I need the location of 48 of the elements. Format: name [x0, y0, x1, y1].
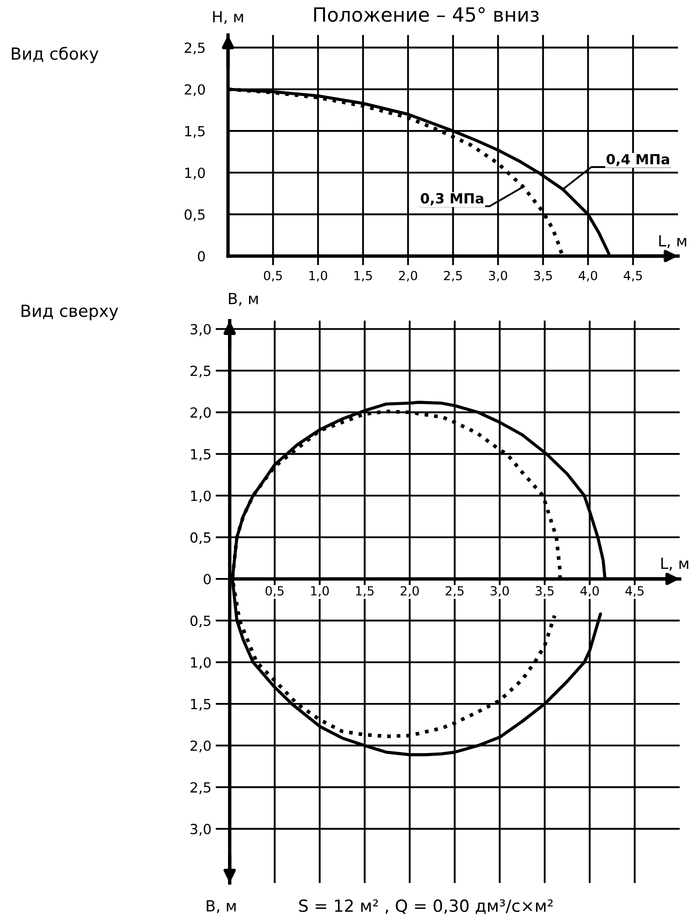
x-tick-label: 0,5 [264, 270, 282, 282]
y-tick-label: 2,0 [184, 84, 205, 96]
y-tick-label: 1,5 [191, 699, 210, 711]
y-tick-label: 0 [198, 250, 205, 262]
text: Вид сбоку [12, 46, 98, 64]
chart-title: Положение – 45° вниз [314, 7, 539, 22]
x-tick-label: 2,0 [400, 586, 419, 597]
text: S = 12 м² , Q = 0,30 дм³/с×м² [299, 899, 553, 914]
y-tick-label: 2,5 [190, 366, 210, 378]
x-tick-label: 3,0 [489, 270, 508, 282]
text: Вид сверху [22, 304, 118, 320]
x-tick-label: 2,5 [446, 586, 464, 597]
y-tick-label: 0,5 [190, 616, 210, 628]
y-tick-label: 1,0 [191, 490, 211, 503]
y-axis-title: B, м [228, 292, 258, 306]
x-tick-label: 3,5 [534, 270, 552, 282]
x-tick-label: 4,5 [625, 586, 644, 597]
x-axis-title: L, м [659, 235, 686, 248]
y-tick-label: 2,5 [184, 42, 205, 54]
y-tick-label: 0,5 [184, 209, 205, 222]
y-tick-label: 1,5 [185, 126, 205, 138]
x-tick-label: 1,0 [311, 586, 329, 597]
y-tick-label: 2,0 [190, 740, 211, 752]
y-tick-label: 1,0 [191, 657, 211, 670]
text: B, м [206, 900, 236, 914]
text: 0,3 МПа [420, 193, 484, 206]
x-tick-label: 1,5 [356, 586, 374, 597]
y-tick-label: 3,0 [190, 324, 211, 336]
x-tick-label: 1,0 [309, 270, 328, 282]
y-tick-label: 2,0 [190, 407, 211, 420]
x-axis-title: L, м [661, 558, 688, 571]
text: 0,4 МПа [606, 154, 670, 166]
x-tick-label: 0,5 [266, 586, 284, 597]
x-tick-label: 4,5 [624, 270, 642, 282]
x-tick-label: 3,0 [490, 586, 509, 597]
x-tick-label: 2,5 [444, 270, 462, 282]
x-tick-label: 1,5 [354, 270, 372, 282]
y-tick-label: 3,0 [190, 824, 211, 836]
y-tick-label: 2,5 [190, 782, 210, 794]
x-tick-label: 3,5 [536, 586, 554, 597]
x-tick-label: 4,0 [578, 270, 598, 282]
y-axis-title: H, м [213, 11, 244, 24]
y-tick-label: 1,5 [191, 449, 210, 461]
x-tick-label: 2,0 [399, 270, 418, 282]
y-tick-label: 1,0 [185, 168, 205, 180]
y-tick-label: 0 [204, 574, 211, 584]
y-tick-label: 0,5 [190, 532, 210, 544]
x-tick-label: 4,0 [580, 586, 599, 597]
